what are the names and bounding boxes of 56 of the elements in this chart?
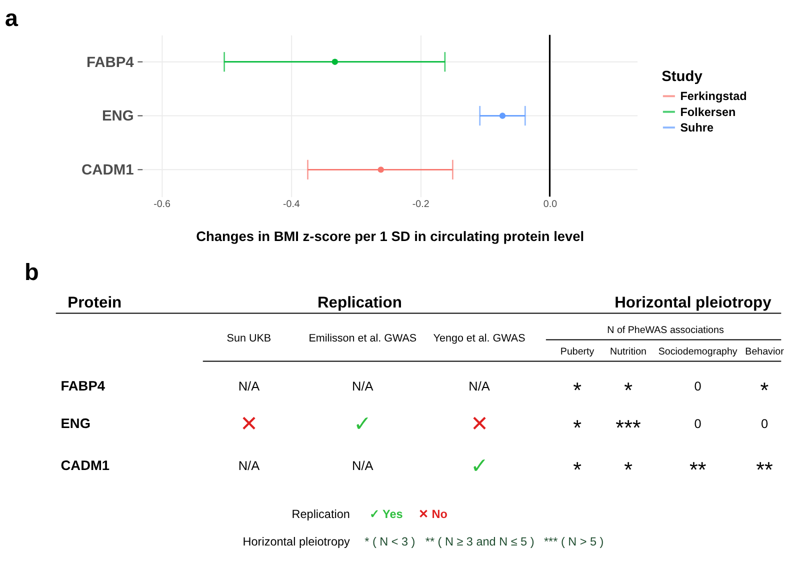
category-label: Sociodemography xyxy=(658,346,738,358)
text: * xyxy=(624,456,632,482)
text: ** xyxy=(689,456,706,482)
text: ** ( N ≥ 3 and N ≤ 5 ) xyxy=(425,536,534,549)
text: ✕ xyxy=(470,410,488,436)
text: *** xyxy=(616,414,641,440)
legend-label: Suhre xyxy=(680,121,714,134)
text: N/A xyxy=(352,458,374,474)
text: 0 xyxy=(694,378,702,394)
text: b xyxy=(24,258,39,285)
category-label: Puberty xyxy=(560,346,594,358)
category-label: ENG xyxy=(60,416,90,431)
text: * xyxy=(573,378,582,403)
chart-title: a xyxy=(4,5,19,32)
text: * xyxy=(573,414,582,440)
x-tick-label: 0.0 xyxy=(543,198,558,210)
category-label: Nutrition xyxy=(610,346,646,358)
text: N/A xyxy=(468,378,490,394)
text: ** xyxy=(756,456,773,482)
y-tick-label: ENG xyxy=(102,108,134,125)
text: N of PheWAS associations xyxy=(607,324,724,336)
x-tick-label: -0.6 xyxy=(154,198,172,210)
legend-label: Ferkingstad xyxy=(680,90,747,104)
text: ✓ xyxy=(354,410,372,436)
text: * xyxy=(573,456,582,482)
text: ✓ Yes xyxy=(370,508,404,522)
text: Replication xyxy=(292,508,350,522)
text: N/A xyxy=(352,378,374,394)
category-label: Emilisson et al. GWAS xyxy=(308,332,417,345)
text: N/A xyxy=(238,458,260,474)
legend-title: Study xyxy=(662,68,704,85)
category-label: Behavior xyxy=(745,346,785,358)
x-tick-label: -0.2 xyxy=(412,198,430,210)
text: N/A xyxy=(238,378,260,394)
category-label: FABP4 xyxy=(60,378,105,394)
y-tick-label: FABP4 xyxy=(86,54,135,71)
text: 0 xyxy=(694,416,702,431)
text: Replication xyxy=(317,294,402,312)
category-label: Yengo et al. GWAS xyxy=(433,332,526,345)
text: ✓ xyxy=(470,453,488,478)
text: * xyxy=(760,378,769,403)
y-tick-label: CADM1 xyxy=(82,162,134,179)
x-tick-label: -0.4 xyxy=(282,198,300,210)
text: Horizontal pleiotropy xyxy=(614,294,772,312)
text: ✕ xyxy=(240,410,258,436)
text: 0 xyxy=(760,416,768,431)
text: * xyxy=(624,378,632,403)
category-label: Sun UKB xyxy=(226,332,272,345)
text: Horizontal pleiotropy xyxy=(242,536,350,549)
legend-label: Folkersen xyxy=(680,106,736,119)
x-axis-title: Changes in BMI z-score per 1 SD in circulating protein level xyxy=(196,229,584,244)
text: * ( N < 3 ) xyxy=(364,536,416,549)
text: Protein xyxy=(68,294,122,312)
text: *** ( N > 5 ) xyxy=(544,536,604,549)
text: ✕ No xyxy=(418,508,448,522)
category-label: CADM1 xyxy=(60,458,110,474)
